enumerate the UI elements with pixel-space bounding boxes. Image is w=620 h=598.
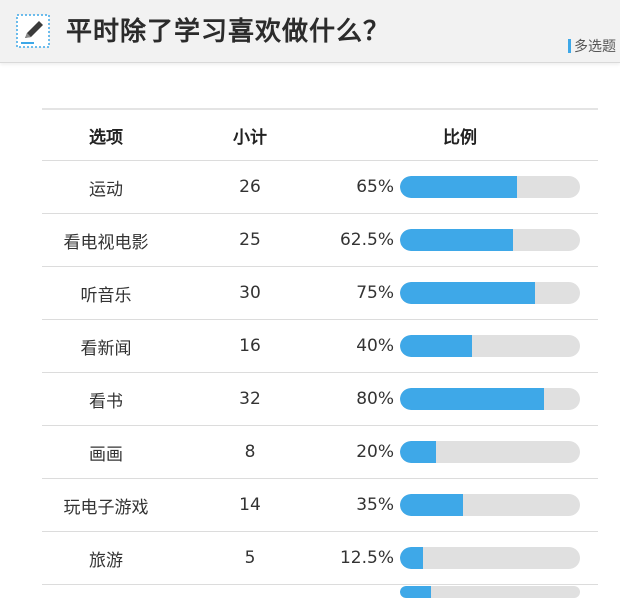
count-value: 16 [239, 336, 261, 356]
percent-value: 12.5% [339, 548, 394, 568]
results-table: 选项 小计 比例 运动 26 65% 看电视电影 25 62.5% 听音乐 30 75% 看新闻 1… [42, 108, 598, 585]
ratio-bar [400, 214, 580, 266]
table-row: 看电视电影 25 62.5% [42, 214, 598, 267]
ratio-bar-fill [400, 494, 463, 516]
table-row: 旅游 5 12.5% [42, 532, 598, 585]
partial-bar-fill [400, 586, 431, 598]
ratio-bar-track [400, 494, 580, 516]
count-value: 30 [239, 283, 261, 303]
table-row: 运动 26 65% [42, 161, 598, 214]
count-value: 14 [239, 495, 261, 515]
percent-value: 62.5% [339, 230, 394, 250]
ratio-bar [400, 320, 580, 372]
option-label: 画画 [89, 444, 123, 465]
table-row: 听音乐 30 75% [42, 267, 598, 320]
table-row: 玩电子游戏 14 35% [42, 479, 598, 532]
ratio-bar-track [400, 441, 580, 463]
partial-bar-track [400, 586, 580, 598]
percent-value: 80% [356, 389, 394, 409]
ratio-bar [400, 267, 580, 319]
ratio-bar-track [400, 335, 580, 357]
ratio-bar-track [400, 388, 580, 410]
percent-value: 35% [356, 495, 394, 515]
ratio-bar [400, 373, 580, 425]
ratio-bar [400, 426, 580, 478]
column-header-ratio: 比例 [443, 127, 477, 148]
edit-pencil-icon [16, 14, 50, 48]
table-row: 看新闻 16 40% [42, 320, 598, 373]
count-value: 5 [244, 548, 256, 568]
column-header-option: 选项 [89, 127, 123, 148]
option-label: 看书 [89, 391, 123, 412]
ratio-bar-fill [400, 388, 544, 410]
ratio-bar [400, 479, 580, 531]
ratio-bar-track [400, 282, 580, 304]
ratio-bar-track [400, 547, 580, 569]
table-header-row: 选项 小计 比例 [42, 110, 598, 161]
percent-value: 20% [356, 442, 394, 462]
ratio-bar-fill [400, 441, 436, 463]
ratio-bar-fill [400, 282, 535, 304]
ratio-bar-track [400, 176, 580, 198]
column-header-count: 小计 [233, 127, 267, 148]
count-value: 26 [239, 177, 261, 197]
option-label: 看电视电影 [63, 232, 149, 253]
option-label: 看新闻 [80, 338, 132, 359]
option-label: 听音乐 [80, 285, 132, 306]
ratio-bar-fill [400, 335, 472, 357]
question-type-badge: 多选题 [568, 36, 616, 56]
question-type-label: 多选题 [574, 39, 616, 55]
table-row: 看书 32 80% [42, 373, 598, 426]
ratio-bar [400, 532, 580, 584]
option-label: 旅游 [89, 550, 123, 571]
count-value: 32 [239, 389, 261, 409]
ratio-bar-fill [400, 547, 423, 569]
option-label: 运动 [89, 179, 123, 200]
percent-value: 40% [356, 336, 394, 356]
page-title: 平时除了学习喜欢做什么？ [66, 17, 391, 47]
ratio-bar-fill [400, 176, 517, 198]
table-row: 画画 8 20% [42, 426, 598, 479]
option-label: 玩电子游戏 [63, 497, 149, 518]
count-value: 8 [244, 442, 256, 462]
question-header: 平时除了学习喜欢做什么？ 多选题 [0, 0, 620, 63]
ratio-bar-fill [400, 229, 513, 251]
ratio-bar [400, 161, 580, 213]
ratio-bar-track [400, 229, 580, 251]
percent-value: 75% [356, 283, 394, 303]
count-value: 25 [239, 230, 261, 250]
percent-value: 65% [356, 177, 394, 197]
